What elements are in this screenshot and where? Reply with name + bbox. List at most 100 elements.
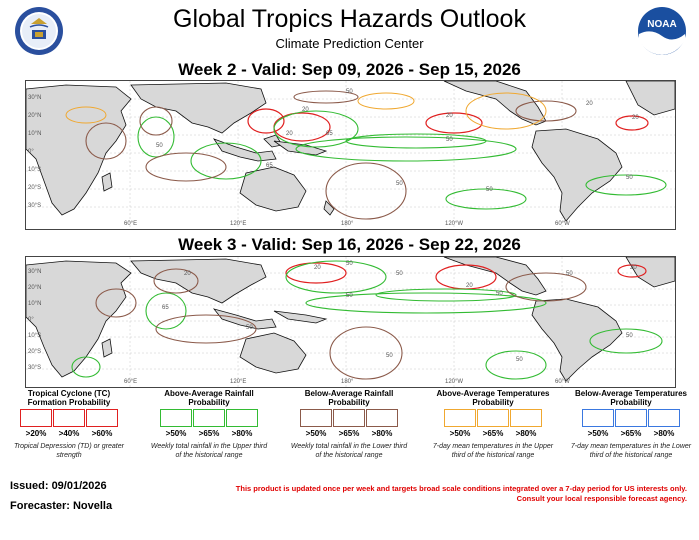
lon-label: 120°W xyxy=(445,379,464,385)
noaa-logo-text: NOAA xyxy=(647,19,676,30)
legend-note: 7-day mean temperatures in the Lower thi… xyxy=(570,443,692,459)
contour-label: 20 xyxy=(446,113,453,119)
contour-label: 50 xyxy=(516,357,523,363)
legend-note: Weekly total rainfall in the Lower third… xyxy=(290,443,408,459)
forecaster-name: Forecaster: Novella xyxy=(10,500,113,512)
legend-level: >50% xyxy=(449,429,471,438)
contour-label: 50 xyxy=(396,181,403,187)
contour-label: 65 xyxy=(266,163,273,169)
legend-level: >65% xyxy=(338,429,360,438)
department-of-commerce-seal-icon xyxy=(14,6,64,56)
lat-label: 20°S xyxy=(28,349,42,355)
week2-map: 20 50 20 65 20 20 50 50 50 20 50 50 65 3… xyxy=(25,80,676,230)
contour-label: 20 xyxy=(286,131,293,137)
legend-title: Below-Average Rainfall Probability xyxy=(304,389,394,407)
week2-map-svg: 20 50 20 65 20 20 50 50 50 20 50 50 65 xyxy=(26,81,675,229)
legend-swatch xyxy=(444,409,476,427)
legend-level: >20% xyxy=(25,429,47,438)
week3-heading: Week 3 - Valid: Sep 16, 2026 - Sep 22, 2… xyxy=(178,235,521,254)
contour-label: 50 xyxy=(386,353,393,359)
lat-label: 30°S xyxy=(28,365,42,371)
contour-label: 20 xyxy=(586,101,593,107)
lat-label: 0° xyxy=(28,149,34,155)
lat-label: 0° xyxy=(28,317,34,323)
lon-label: 120°W xyxy=(445,221,464,227)
contour-label: 65 xyxy=(162,305,169,311)
lon-label: 180° xyxy=(341,379,354,385)
contour-label: 50 xyxy=(626,333,633,339)
legend-level: >80% xyxy=(371,429,393,438)
legend-level: >40% xyxy=(58,429,80,438)
legend-note: Tropical Depression (TD) or greater stre… xyxy=(14,443,124,459)
legend-level: >80% xyxy=(231,429,253,438)
contour-label: 50 xyxy=(346,261,353,267)
legend-swatch xyxy=(615,409,647,427)
legend-swatch xyxy=(300,409,332,427)
lat-label: 30°N xyxy=(28,269,42,275)
week3-map: 50 20 50 50 20 50 50 50 20 50 20 65 50 5… xyxy=(25,256,676,388)
lat-label: 20°N xyxy=(28,113,42,119)
lat-label: 20°N xyxy=(28,285,42,291)
issued-date: Issued: 09/01/2026 xyxy=(10,480,107,492)
week3-map-svg: 50 20 50 50 20 50 50 50 20 50 20 65 50 5… xyxy=(26,257,675,387)
lat-label: 10°S xyxy=(28,167,42,173)
legend-swatch xyxy=(86,409,118,427)
contour-label: 20 xyxy=(466,283,473,289)
contour-label: 50 xyxy=(446,137,453,143)
legend-level: >50% xyxy=(165,429,187,438)
disclaimer-line-1: This product is updated once per week an… xyxy=(235,484,687,493)
lat-label: 30°N xyxy=(28,95,42,101)
legend-swatch xyxy=(160,409,192,427)
lon-label: 120°E xyxy=(230,379,247,385)
legend-swatch xyxy=(477,409,509,427)
legend-swatch xyxy=(366,409,398,427)
contour-label: 50 xyxy=(496,291,503,297)
legend-swatch xyxy=(333,409,365,427)
noaa-logo-icon: NOAA xyxy=(637,6,687,56)
lat-label: 10°N xyxy=(28,131,42,137)
contour-label: 20 xyxy=(630,265,637,271)
legend-swatch xyxy=(648,409,680,427)
legend-level: >60% xyxy=(91,429,113,438)
contour-label: 50 xyxy=(246,325,253,331)
legend-swatch xyxy=(53,409,85,427)
lon-label: 60°W xyxy=(555,379,570,385)
lon-label: 60°E xyxy=(124,221,138,227)
contour-label: 50 xyxy=(566,271,573,277)
lat-label: 20°S xyxy=(28,185,42,191)
legend-title: Above-Average Temperatures Probability xyxy=(436,389,550,407)
lon-label: 60°E xyxy=(124,379,138,385)
contour-label: 50 xyxy=(486,187,493,193)
legend-level: >65% xyxy=(482,429,504,438)
legend-note: 7-day mean temperatures in the Upper thi… xyxy=(432,443,554,459)
legend-swatch xyxy=(226,409,258,427)
legend-level: >50% xyxy=(587,429,609,438)
contour-label: 50 xyxy=(396,271,403,277)
disclaimer-line-2: Consult your local responsible forecast … xyxy=(516,494,687,503)
legend-title: Below-Average Temperatures Probability xyxy=(574,389,688,407)
contour-label: 50 xyxy=(626,175,633,181)
legend-title: Above-Average Rainfall Probability xyxy=(164,389,254,407)
legend-level: >80% xyxy=(653,429,675,438)
contour-label: 20 xyxy=(314,265,321,271)
week2-heading: Week 2 - Valid: Sep 09, 2026 - Sep 15, 2… xyxy=(178,60,521,79)
legend-level: >50% xyxy=(305,429,327,438)
page-title: Global Tropics Hazards Outlook xyxy=(173,5,526,33)
legend-title: Tropical Cyclone (TC) Formation Probabil… xyxy=(27,389,111,407)
lat-label: 10°S xyxy=(28,333,42,339)
lat-label: 30°S xyxy=(28,203,42,209)
legend-level: >80% xyxy=(515,429,537,438)
lon-label: 60°W xyxy=(555,221,570,227)
legend-level: >65% xyxy=(198,429,220,438)
legend-swatch xyxy=(193,409,225,427)
legend-swatch xyxy=(510,409,542,427)
contour-label: 50 xyxy=(156,143,163,149)
legend-level: >65% xyxy=(620,429,642,438)
contour-label: 50 xyxy=(346,293,353,299)
contour-label: 50 xyxy=(346,89,353,95)
contour-label: 20 xyxy=(184,271,191,277)
page-subtitle: Climate Prediction Center xyxy=(275,36,424,51)
contour-label: 20 xyxy=(302,107,309,113)
legend-swatch xyxy=(20,409,52,427)
lat-label: 10°N xyxy=(28,301,42,307)
